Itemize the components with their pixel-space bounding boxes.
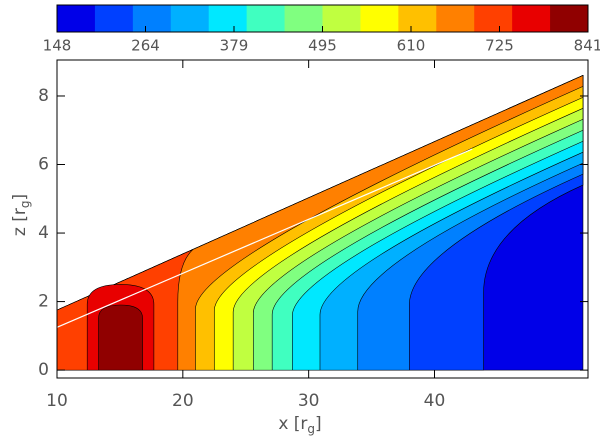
x-label-sub: g [307,422,315,436]
colorbar-tick-label: 148 [43,37,72,55]
colorbar-segment [57,5,96,32]
x-tick-label: 30 [298,391,320,411]
x-label-main: x [r [278,414,307,434]
colorbar-segment [284,5,323,32]
colorbar-segment [94,5,134,32]
y-tick-label: 2 [38,292,49,312]
colorbar-segment [322,5,361,32]
colorbar-tick-label: 379 [220,37,249,55]
colorbar-tick-label: 495 [308,37,337,55]
y-label-sub: g [18,201,32,209]
colorbar-segment [246,5,286,32]
colorbar-tick-label: 264 [131,37,160,55]
white-line [56,148,473,328]
colorbar-segment [170,5,210,32]
x-tick-label: 20 [172,391,194,411]
colorbar-tick-label: 610 [397,37,426,55]
colorbar-tick-label: 725 [485,37,514,55]
contour-blob [98,304,143,371]
y-label-main: z [r [10,208,30,236]
contour-region [56,74,584,371]
x-tick-label: 10 [46,391,68,411]
colorbar-segment [208,5,248,32]
colorbar-tick-label: 841 [574,37,600,55]
y-tick-label: 4 [38,223,49,243]
colorbar-segment [360,5,399,32]
colorbar-segment [474,5,513,32]
colorbar-segment [398,5,437,32]
colorbar-segment [132,5,172,32]
x-label-end: ] [315,414,322,434]
y-axis-label: z [rg] [10,194,32,236]
x-tick-label: 40 [424,391,446,411]
y-tick-label: 0 [38,360,49,380]
y-tick-label: 8 [38,86,49,106]
colorbar-segment [436,5,475,32]
y-label-end: ] [10,194,30,201]
plot-frame [56,59,589,379]
y-tick-label: 6 [38,155,49,175]
colorbar-segment [550,5,589,32]
colorbar-segment [512,5,551,32]
x-axis-label: x [rg] [278,414,321,436]
